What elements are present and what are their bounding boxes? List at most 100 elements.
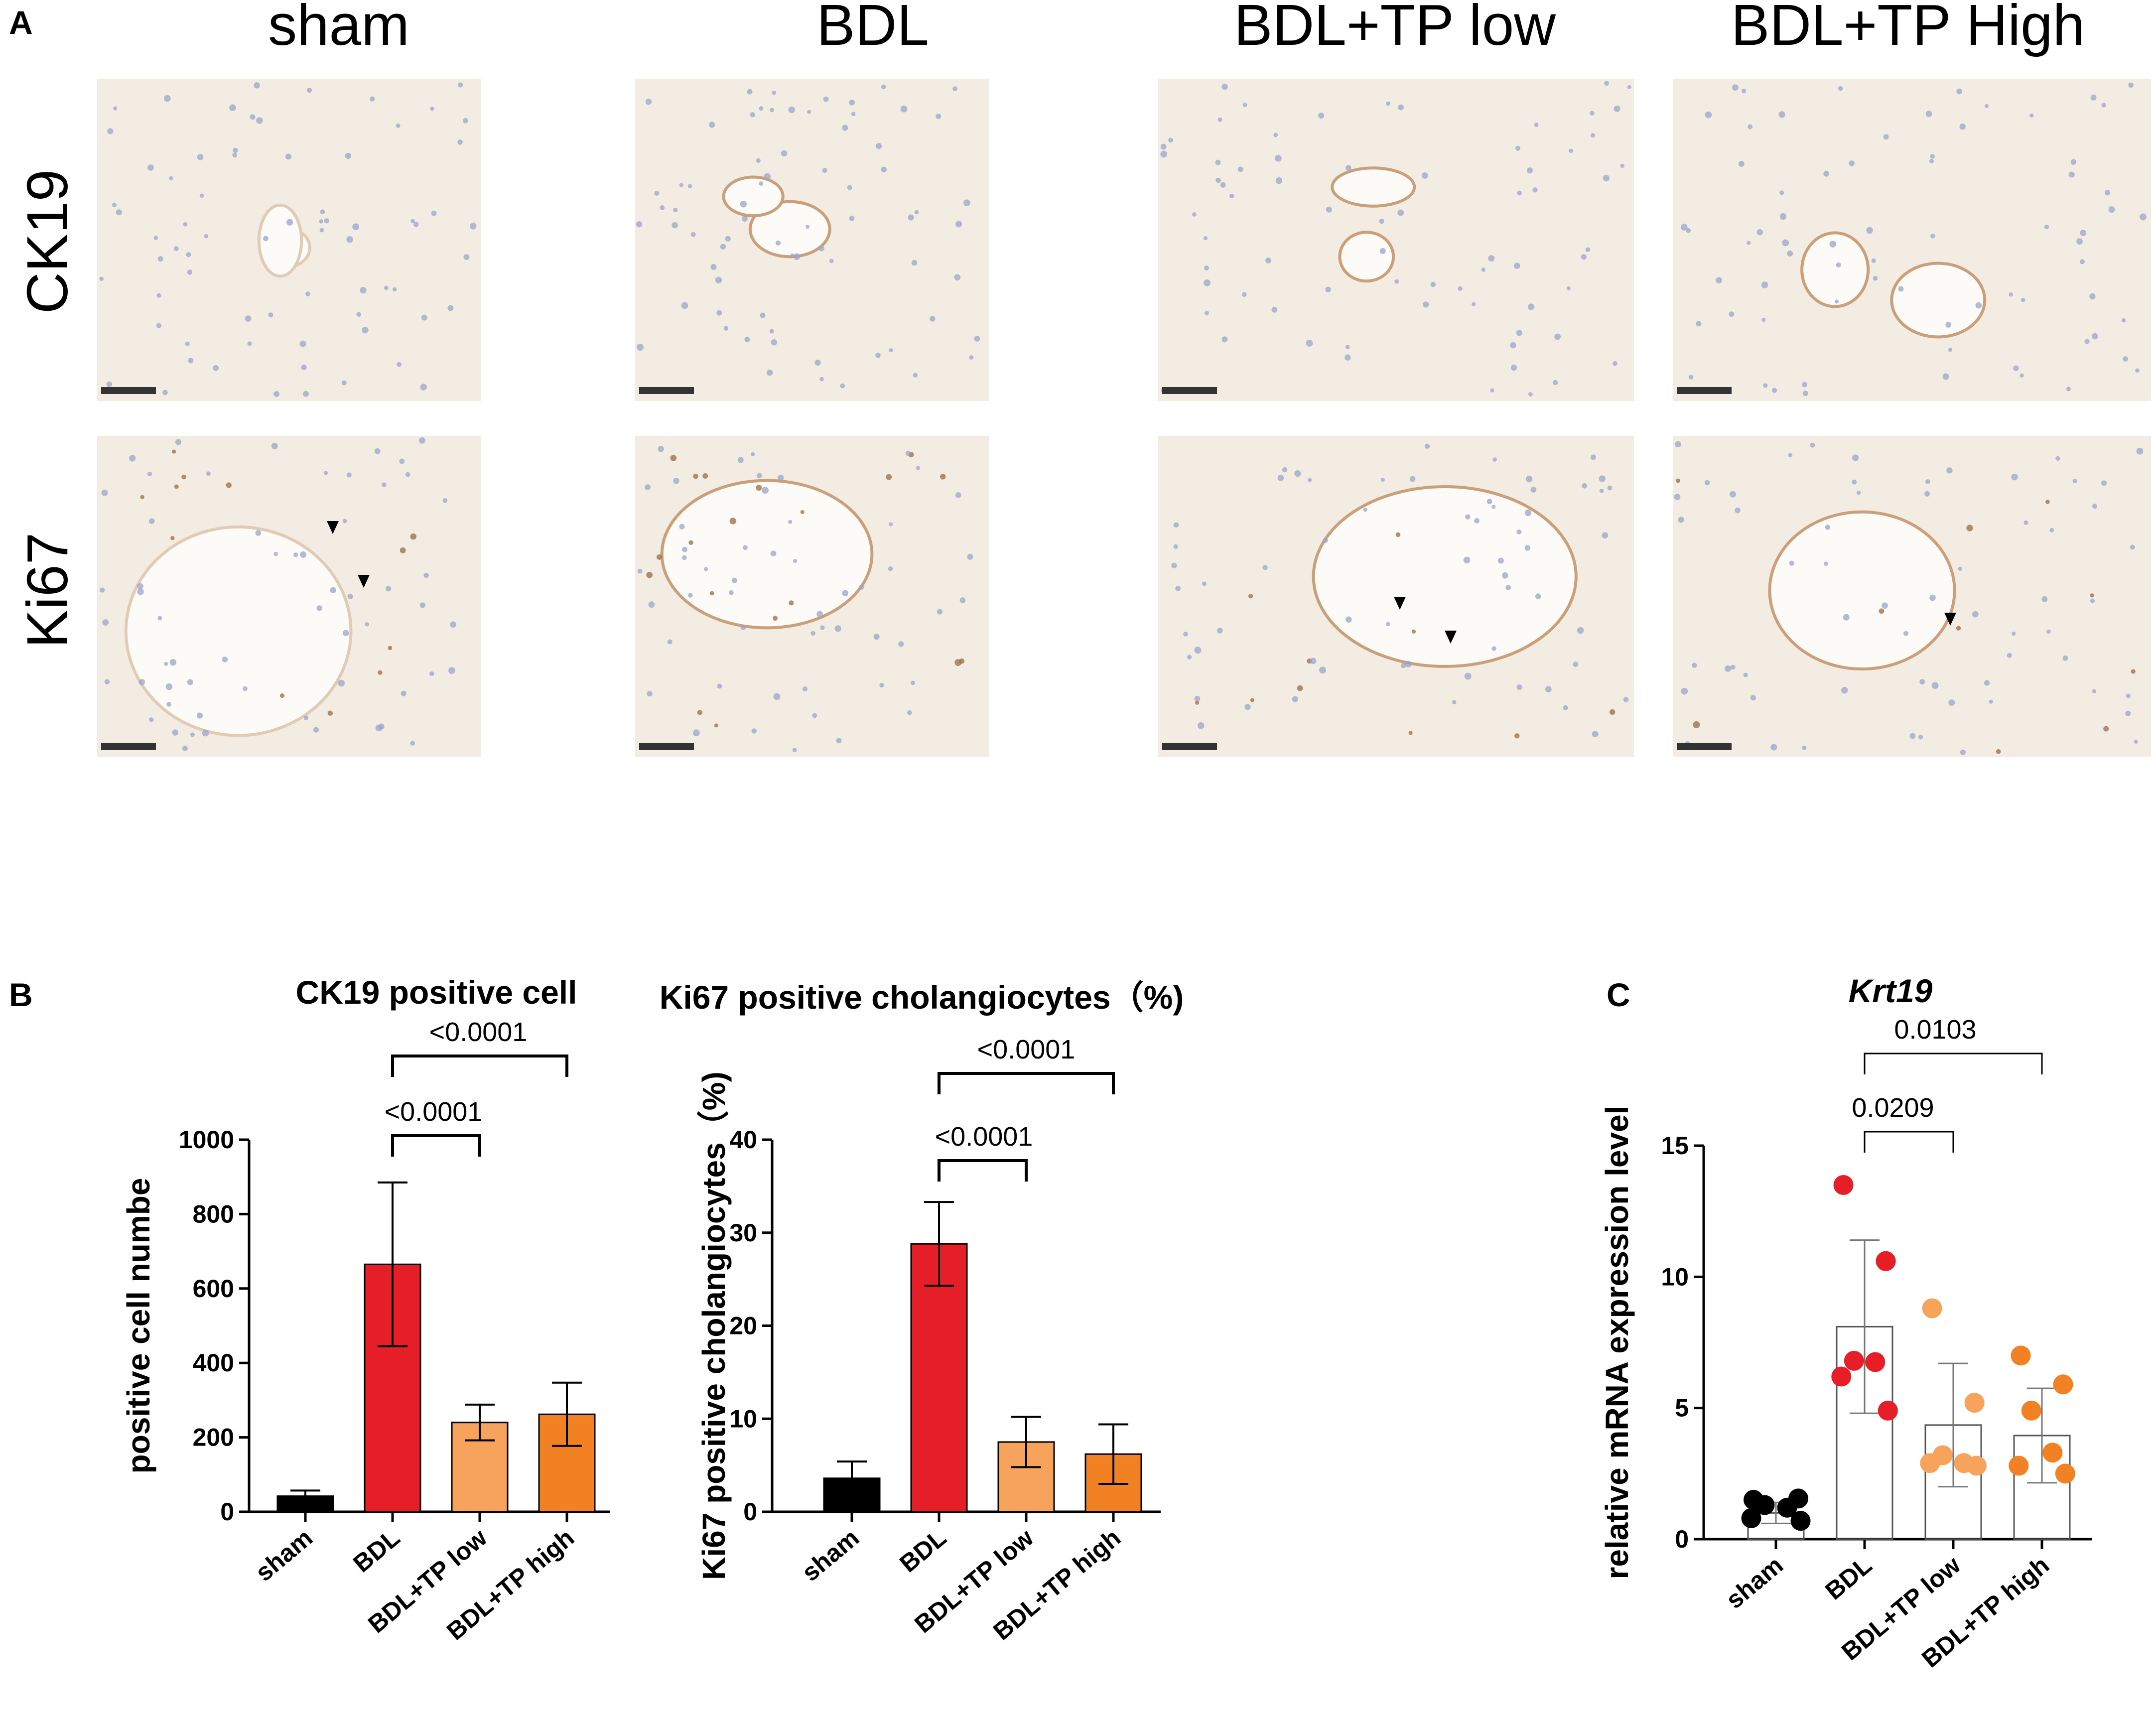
micrograph-ck19-sham-nucleus [305, 291, 310, 296]
micrograph-ki67-bdl-lumen [660, 479, 874, 630]
micrograph-ck19-bdl-nucleus [788, 106, 795, 114]
micrograph-ki67-bdl-nucleus [937, 609, 943, 615]
data-point-bdl-tp-low [1922, 1298, 1942, 1319]
data-point-bdl-tp-low [1964, 1393, 1985, 1413]
micrograph-ki67-sham-nucleus [100, 587, 105, 593]
micrograph-ki67-bdl-tp-high-nucleus [1960, 749, 1966, 755]
micrograph-ck19-sham-nucleus [254, 82, 260, 89]
significance-bracket-bdl-tp-high: <0.0001 [938, 1035, 1115, 1094]
micrograph-ki67-sham-nucleus [374, 448, 381, 454]
micrograph-ck19-sham-nucleus [324, 218, 329, 224]
y-tick-label: 40 [729, 1126, 757, 1154]
micrograph-ck19-bdl-tp-high-nucleus [2135, 368, 2140, 373]
micrograph-ki67-bdl-tp-high-nucleus [2131, 669, 2136, 674]
micrograph-ki67-bdl-tp-high-nucleus [1681, 687, 1688, 695]
micrograph-ki67-bdl-tp-low-nucleus [1262, 564, 1268, 570]
p-value-label: 0.0209 [1852, 1093, 1934, 1123]
micrograph-ki67-bdl-tp-low-scale-bar [1162, 743, 1217, 750]
micrograph-ki67-bdl-tp-high-nucleus [1958, 566, 1963, 571]
micrograph-ck19-bdl-tp-low-nucleus [1566, 286, 1571, 290]
micrograph-ki67-bdl-tp-low-nucleus [1277, 475, 1284, 481]
micrograph-ck19-sham-nucleus [116, 209, 122, 216]
micrograph-ck19-sham-nucleus [213, 365, 219, 371]
micrograph-ki67-bdl-nucleus [670, 455, 677, 461]
micrograph-ck19-bdl-tp-low-nucleus [1204, 265, 1209, 270]
micrograph-ki67-bdl-nucleus [667, 639, 673, 645]
micrograph-ki67-bdl-tp-high-nucleus [1972, 611, 1979, 618]
y-tick-label: 600 [193, 1275, 234, 1303]
micrograph-ck19-sham-nucleus [457, 139, 463, 145]
micrograph-ck19-sham-nucleus [263, 236, 269, 242]
micrograph-ck19-sham-nucleus [245, 315, 252, 322]
micrograph-ck19-bdl-nucleus [764, 173, 771, 180]
micrograph-ki67-bdl-tp-low-nucleus [1514, 733, 1520, 739]
micrograph-ki67-bdl-nucleus [647, 691, 653, 697]
micrograph-ck19-bdl-nucleus [822, 168, 827, 173]
micrograph-ck19-bdl-tp-low-nucleus [1221, 83, 1228, 90]
p-value-label: <0.0001 [429, 1017, 528, 1047]
micrograph-ck19-sham-nucleus [169, 176, 173, 180]
micrograph-ck19-bdl-tp-high-nucleus [1925, 111, 1932, 117]
micrograph-ck19-bdl-tp-high-nucleus [2128, 82, 2134, 88]
arrowhead-marker [358, 575, 370, 588]
micrograph-ki67-bdl-nucleus [656, 554, 662, 560]
micrograph-ck19-bdl-nucleus [900, 105, 908, 113]
micrograph-ki67-sham-nucleus [196, 712, 203, 719]
micrograph-ck19-bdl-tp-low-nucleus [1590, 111, 1595, 116]
micrograph-ki67-bdl-nucleus [954, 659, 962, 666]
micrograph-ki67-bdl-tp-high-nucleus [1692, 662, 1697, 668]
micrograph-ki67-bdl-tp-high-nucleus [2011, 473, 2018, 481]
micrograph-ki67-bdl-tp-low-nucleus [1497, 557, 1504, 564]
micrograph-ki67-bdl-nucleus [812, 713, 817, 718]
micrograph-ck19-bdl-nucleus [842, 125, 848, 131]
micrograph-ki67-bdl-nucleus [697, 710, 702, 715]
micrograph-ck19-bdl-nucleus [913, 373, 918, 378]
micrograph-ki67-bdl-tp-high-nucleus [2062, 655, 2068, 661]
micrograph-ki67-sham-nucleus [279, 693, 284, 698]
micrograph-ck19-bdl-nucleus [908, 214, 914, 221]
micrograph-ck19-bdl-tp-low-nucleus [1160, 150, 1168, 158]
micrograph-ck19-bdl-tp-low-nucleus [1458, 286, 1463, 291]
micrograph-ki67-sham-nucleus [330, 587, 336, 594]
micrograph-ck19-bdl-tp-low [1158, 79, 1634, 401]
micrograph-ck19-bdl-nucleus [930, 316, 936, 322]
micrograph-ki67-bdl-nucleus [762, 487, 769, 494]
micrograph-ck19-bdl-tp-high-nucleus [1873, 275, 1878, 281]
micrograph-ki67-sham-nucleus [386, 586, 392, 592]
micrograph-ck19-bdl-nucleus [672, 222, 678, 229]
bracket-line [938, 1072, 1115, 1094]
micrograph-ki67-bdl-tp-low-nucleus [1319, 666, 1326, 674]
micrograph-ck19-sham-nucleus [397, 362, 402, 367]
data-point-bdl [1878, 1400, 1898, 1421]
micrograph-ck19-bdl-nucleus [881, 166, 887, 173]
micrograph-ck19-sham-nucleus [431, 210, 437, 216]
ck19-bar-chart: CK19 positive cell positive cell numbe 0 20… [121, 974, 610, 1645]
micrograph-ki67-bdl-nucleus [800, 510, 805, 515]
micrograph-ck19-sham-nucleus [420, 384, 427, 391]
micrograph-ki67-bdl-nucleus [682, 555, 687, 560]
micrograph-ck19-bdl-tp-high-nucleus [1823, 171, 1829, 177]
micrograph-ck19-bdl-nucleus [654, 190, 660, 196]
y-axis-label: Ki67 positive cholangiocytes（%) [696, 1071, 732, 1580]
micrograph-ck19-bdl-tp-low-nucleus [1423, 301, 1429, 308]
micrograph-ck19-sham-nucleus [360, 287, 367, 294]
micrograph-ck19-bdl-nucleus [720, 244, 726, 250]
significance-bracket-bdl-tp-low: 0.0209 [1852, 1093, 1954, 1153]
micrograph-ki67-bdl-tp-high-nucleus [1984, 680, 1990, 686]
micrograph-ck19-bdl-nucleus [840, 383, 845, 389]
micrograph-ck19-bdl-tp-high-nucleus [2029, 113, 2034, 118]
micrograph-ki67-bdl-tp-low-nucleus [1195, 700, 1200, 705]
micrograph-ki67-sham-nucleus [140, 495, 144, 500]
micrograph-ck19-bdl-nucleus [660, 205, 665, 210]
micrograph-ck19-bdl-tp-high-nucleus [1756, 229, 1763, 236]
micrograph-ck19-sham-nucleus [229, 104, 236, 112]
micrograph-ck19-bdl-tp-low-nucleus [1510, 364, 1517, 371]
micrograph-ki67-bdl-tp-high-nucleus [1852, 479, 1857, 485]
micrograph-ck19-sham-nucleus [370, 96, 375, 102]
micrograph-ki67-bdl-nucleus [955, 492, 961, 498]
micrograph-ck19-bdl-tp-high-nucleus [1871, 258, 1876, 264]
micrograph-ck19-bdl-tp-low-nucleus [1273, 132, 1278, 137]
micrograph-ck19-bdl-tp-low-nucleus [1481, 267, 1485, 272]
y-tick-label: 5 [1675, 1394, 1689, 1422]
micrograph-ck19-bdl-tp-high-nucleus [1738, 160, 1745, 167]
